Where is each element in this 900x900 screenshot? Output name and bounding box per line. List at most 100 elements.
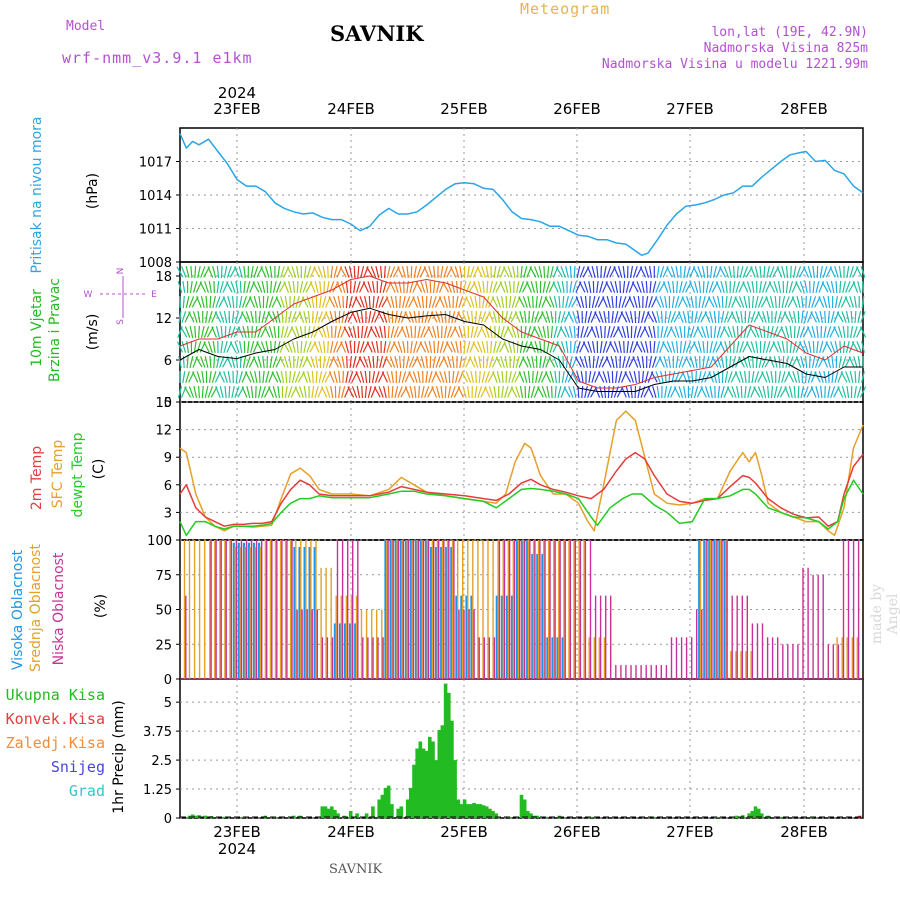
wind-arrow: [682, 281, 688, 293]
wind-arrow: [196, 341, 202, 353]
wind-arrow: [310, 356, 316, 368]
wind-arrow: [488, 356, 494, 368]
wind-arrow: [257, 281, 263, 293]
wind-arrow: [588, 295, 591, 309]
wind-arrow: [830, 280, 835, 294]
wind-arrow: [599, 340, 603, 354]
wind-arrow: [785, 280, 789, 294]
wind-arrow: [765, 296, 771, 308]
wind-arrow: [629, 341, 634, 353]
wind-arrow: [632, 266, 638, 278]
wind-arrow: [418, 385, 420, 399]
wind-arrow: [492, 371, 498, 383]
wind-arrow: [348, 326, 354, 338]
wind-arrow: [761, 356, 768, 368]
wind-arrow: [558, 295, 561, 309]
wind-arrow: [382, 281, 388, 293]
precip-bar-total: [459, 804, 464, 818]
wind-arrow: [370, 266, 377, 278]
wind-arrow: [656, 341, 661, 353]
dewpoint-line: [179, 479, 864, 537]
wind-arrow: [364, 385, 368, 399]
wind-arrow: [830, 386, 836, 398]
wind-arrow: [660, 370, 664, 384]
wind-arrow: [379, 281, 383, 293]
precip-bar-total: [456, 799, 461, 818]
wind-arrow: [442, 356, 449, 368]
wind-arrow: [305, 356, 313, 368]
wind-arrow: [594, 386, 601, 398]
wind-arrow: [829, 266, 836, 278]
wind-arrow: [762, 385, 767, 399]
wind-arrow: [656, 386, 660, 398]
wind-arrow: [719, 266, 727, 278]
wind-arrow: [777, 311, 782, 323]
wind-arrow: [279, 356, 286, 368]
wind-arrow: [280, 370, 285, 384]
precip-bar-total: [462, 799, 467, 818]
wind-arrow: [457, 386, 464, 398]
precip-bar-total: [371, 806, 375, 818]
wind-arrow: [596, 280, 599, 294]
wind-arrow: [803, 311, 809, 323]
wind-arrow: [671, 341, 676, 353]
precip-bar-total: [364, 813, 369, 818]
wind-arrow: [637, 296, 641, 308]
wind-arrow: [725, 355, 728, 369]
wind-arrow: [496, 266, 501, 278]
wind-arrow: [628, 371, 635, 383]
pressure-axis-label: Pritisak na nivou mora: [29, 116, 45, 273]
panel-pressure: 1008 1011 1014 1017: [139, 127, 864, 271]
wind-arrow: [283, 326, 289, 338]
wind-arrow: [744, 370, 747, 384]
wind-arrow: [664, 386, 668, 398]
wind-arrow: [314, 310, 319, 324]
wind-arrow: [458, 296, 464, 308]
wind-arrow: [738, 296, 745, 308]
wind-arrow: [301, 296, 309, 308]
y-tick-label: 6: [164, 354, 172, 369]
precip-bar-total: [330, 806, 334, 818]
wind-arrow: [690, 326, 695, 338]
wind-arrow: [736, 265, 739, 279]
y-tick-label: 12: [155, 312, 172, 327]
wind-arrow: [409, 386, 414, 398]
wind-arrow: [258, 370, 261, 384]
wind-arrow: [720, 355, 725, 369]
wind-arrow: [414, 325, 417, 339]
wind-arrow: [628, 296, 635, 308]
wind-arrow: [723, 266, 730, 278]
wind-arrow: [282, 341, 290, 353]
wind-arrow: [553, 326, 558, 338]
wind-arrow: [679, 326, 683, 338]
wind-arrow: [584, 311, 588, 323]
wind-arrow: [402, 295, 406, 309]
wind-arrow: [265, 371, 270, 383]
wind-arrow: [557, 355, 562, 369]
wind-arrow: [538, 265, 543, 279]
wind-arrow: [205, 311, 208, 323]
wind-arrow: [856, 386, 862, 398]
y-tick-label: 5: [164, 696, 172, 711]
wind-arrow: [322, 265, 326, 279]
wind-arrow: [804, 355, 808, 369]
wind-arrow: [781, 371, 786, 383]
chart-marks: [176, 133, 867, 818]
wind-arrow: [765, 371, 771, 383]
wind-arrow: [485, 265, 489, 279]
wind-arrow: [535, 280, 539, 294]
precip-bar-total: [760, 813, 764, 818]
wind-arrow: [537, 326, 544, 338]
wind-arrow: [563, 386, 571, 398]
wind-arrow: [401, 371, 407, 383]
wind-arrow: [488, 386, 494, 398]
wind-arrow: [496, 296, 502, 308]
wind-arrow: [702, 280, 705, 294]
wind-arrow: [580, 371, 584, 383]
precip-bar-total: [443, 683, 448, 818]
wind-arrow: [252, 281, 260, 293]
wind-arrow: [345, 370, 349, 384]
precip-bar-total: [222, 816, 227, 818]
wind-arrow: [219, 311, 225, 323]
wind-arrow: [231, 385, 235, 399]
